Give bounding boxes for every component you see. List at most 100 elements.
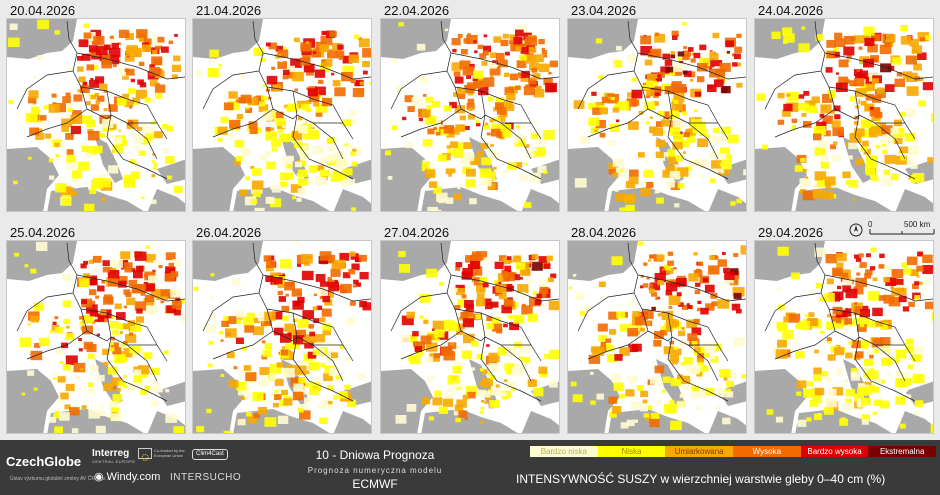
- sea-area: [7, 19, 77, 59]
- drought-cell: [341, 180, 350, 187]
- drought-cell: [459, 378, 464, 383]
- country-border: [262, 52, 371, 80]
- country-border: [637, 52, 746, 80]
- drought-cell: [732, 287, 745, 297]
- drought-cell: [419, 315, 424, 319]
- drought-cell: [87, 275, 92, 279]
- drought-cell: [160, 289, 170, 297]
- drought-cell: [30, 268, 37, 274]
- drought-cell: [914, 411, 920, 416]
- drought-cell: [697, 307, 702, 312]
- drought-cell: [151, 385, 161, 393]
- drought-cell: [317, 404, 322, 409]
- drought-cell: [262, 350, 272, 358]
- drought-cell: [443, 393, 454, 402]
- drought-cell: [690, 366, 700, 375]
- drought-cell: [651, 51, 660, 58]
- drought-cell: [340, 283, 352, 294]
- drought-cell: [92, 255, 102, 263]
- drought-cell: [163, 350, 169, 355]
- drought-cell: [867, 350, 873, 355]
- drought-cell: [54, 316, 59, 320]
- sea-area: [157, 381, 185, 406]
- drought-cell: [483, 124, 490, 130]
- drought-cell: [678, 302, 684, 307]
- drought-cell: [902, 377, 912, 385]
- drought-cell: [280, 259, 292, 269]
- drought-cell: [481, 399, 485, 403]
- drought-cell: [913, 272, 918, 275]
- drought-cell: [303, 63, 315, 73]
- drought-cell: [297, 116, 303, 121]
- drought-cell: [870, 175, 879, 182]
- drought-cell: [80, 87, 87, 93]
- drought-cell: [433, 186, 443, 194]
- drought-cell: [73, 362, 86, 373]
- drought-cell: [424, 356, 433, 364]
- drought-cell: [114, 101, 120, 106]
- drought-cell: [660, 66, 670, 74]
- drought-cell: [330, 268, 341, 277]
- drought-cell: [832, 47, 839, 52]
- drought-cell: [296, 197, 302, 202]
- drought-cell: [912, 375, 922, 384]
- drought-cell: [210, 273, 215, 277]
- country-border: [874, 122, 906, 160]
- drought-cell: [453, 193, 462, 201]
- drought-cell: [490, 151, 501, 160]
- drought-cell: [108, 278, 119, 287]
- drought-cell: [54, 30, 61, 35]
- drought-cell: [307, 88, 318, 97]
- footer: CzechGlobe Ústav výzkumu globální změny …: [0, 440, 940, 495]
- drought-cell: [900, 156, 906, 161]
- drought-cell: [65, 160, 77, 170]
- drought-cell: [881, 125, 893, 135]
- panel-date: 25.04.2026: [10, 225, 76, 240]
- drought-cell: [508, 315, 513, 319]
- drought-cell: [690, 78, 694, 82]
- drought-cell: [400, 334, 411, 343]
- drought-cell: [822, 93, 834, 103]
- drought-cell: [110, 413, 121, 422]
- drought-cell: [724, 163, 732, 170]
- drought-cell: [840, 417, 846, 422]
- drought-cell: [550, 273, 557, 279]
- drought-cell: [38, 119, 43, 123]
- drought-cell: [125, 292, 132, 298]
- drought-cell: [640, 35, 652, 45]
- country-border: [824, 52, 933, 80]
- drought-cell: [130, 78, 135, 83]
- drought-cell: [144, 273, 149, 277]
- drought-cell: [302, 44, 311, 52]
- drought-cell: [89, 188, 97, 194]
- sea-area: [193, 19, 263, 59]
- drought-cell: [481, 178, 492, 187]
- drought-cell: [81, 405, 87, 410]
- drought-cell: [349, 301, 356, 306]
- drought-cell: [667, 251, 674, 256]
- drought-cell: [642, 310, 654, 319]
- drought-cell: [837, 372, 843, 377]
- drought-cell: [468, 107, 474, 111]
- drought-cell: [804, 103, 817, 113]
- drought-cell: [487, 372, 491, 376]
- drought-cell: [661, 119, 671, 127]
- drought-cell: [691, 327, 702, 336]
- drought-cell: [905, 55, 917, 65]
- drought-cell: [246, 412, 252, 417]
- drought-cell: [122, 74, 129, 80]
- drought-cell: [868, 291, 880, 301]
- drought-cell: [531, 146, 536, 150]
- drought-cell: [309, 93, 320, 102]
- drought-cell: [135, 89, 148, 99]
- drought-cell: [495, 281, 502, 287]
- drought-cell: [123, 289, 131, 295]
- drought-cell: [132, 97, 141, 104]
- drought-cell: [895, 349, 907, 359]
- drought-cell: [321, 353, 325, 357]
- drought-cell: [516, 24, 528, 34]
- drought-cell: [721, 154, 733, 163]
- drought-cell: [454, 305, 461, 310]
- drought-cell: [490, 143, 494, 147]
- sea-area: [755, 147, 807, 211]
